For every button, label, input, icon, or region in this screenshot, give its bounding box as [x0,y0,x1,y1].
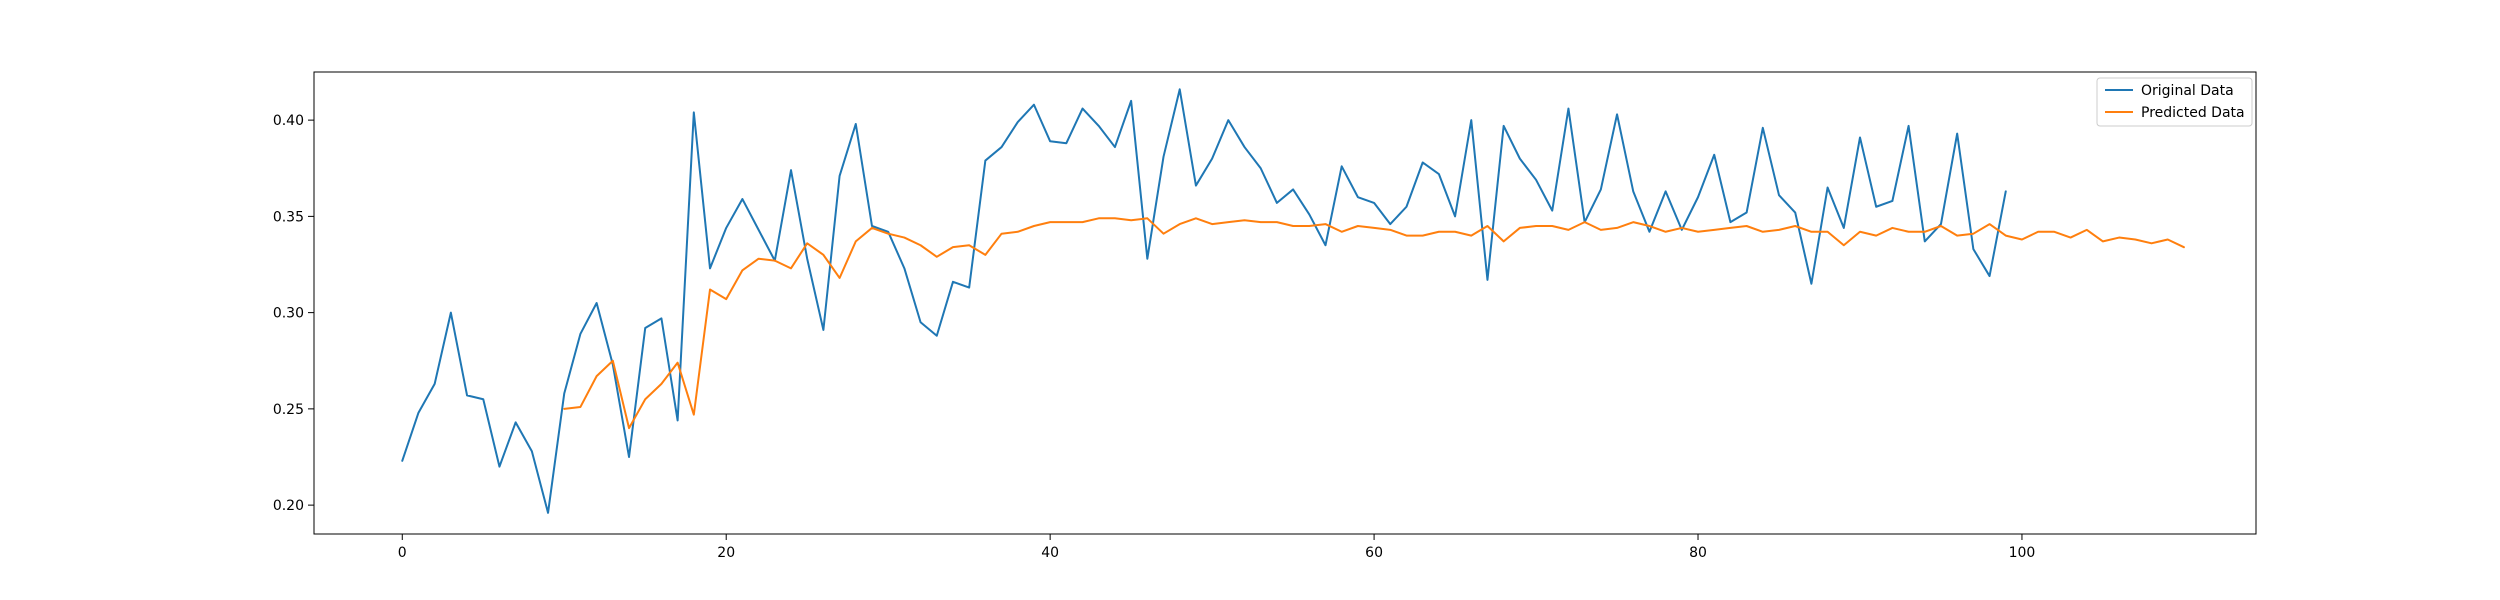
x-tick-label: 60 [1365,545,1383,561]
y-tick-label: 0.20 [273,498,304,514]
x-tick-label: 80 [1689,545,1707,561]
y-axis: 0.20 0.25 0.30 0.35 0.40 [273,113,314,514]
y-tick-label: 0.40 [273,113,304,129]
series-layer [401,88,2185,514]
y-tick-label: 0.30 [273,306,304,322]
plot-area [314,72,2256,534]
x-tick-label: 0 [398,545,407,561]
series-line-original-data [401,88,2007,514]
legend-label-original: Original Data [2141,83,2234,99]
x-tick-label: 20 [717,545,735,561]
plot-frame [313,71,2257,535]
legend-label-predicted: Predicted Data [2141,105,2245,121]
legend: Original Data Predicted Data [2096,77,2253,127]
y-tick-label: 0.25 [273,402,304,418]
x-axis: 0 20 40 60 80 100 [398,534,2036,561]
y-tick-label: 0.35 [273,209,304,225]
legend-box [2096,77,2253,127]
series-line-predicted-data [563,217,2185,430]
x-tick-label: 100 [2009,545,2036,561]
x-tick-label: 40 [1041,545,1059,561]
